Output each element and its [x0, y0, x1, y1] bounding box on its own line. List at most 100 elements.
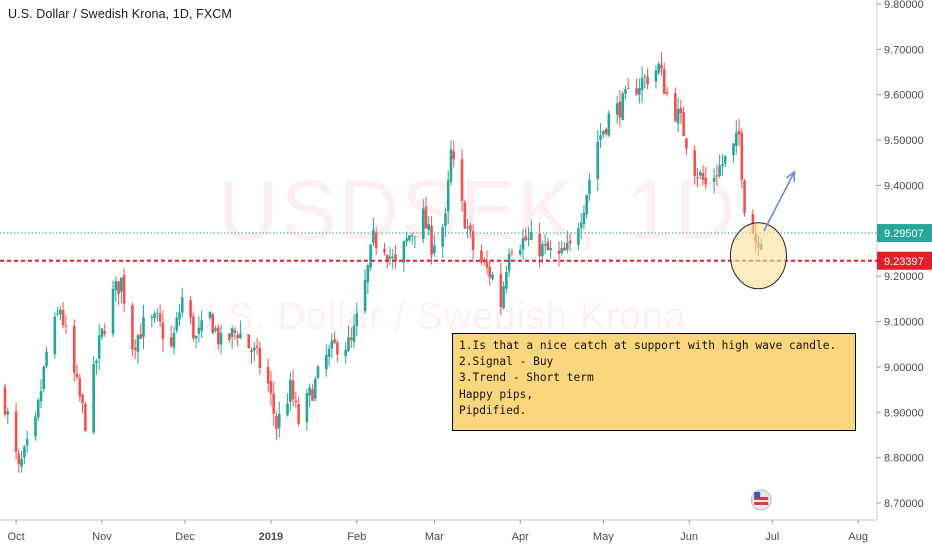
candle-body — [566, 243, 569, 250]
candle-body — [150, 317, 154, 319]
candle-body — [524, 236, 528, 241]
candle-body — [72, 325, 76, 373]
candle-body — [59, 310, 62, 315]
candle-body — [463, 202, 467, 229]
candle-body — [316, 366, 320, 378]
candle-body — [723, 155, 727, 164]
candle-body — [233, 330, 237, 333]
note-line-5: Happy pips, — [459, 387, 534, 401]
candle-body — [97, 335, 101, 359]
candle-body — [161, 322, 165, 340]
candle-body — [662, 69, 666, 95]
candle-body — [236, 334, 239, 339]
candle-body — [14, 411, 18, 452]
candle-body — [3, 387, 7, 415]
y-tick-label: 9.40000 — [884, 180, 924, 192]
candle-body — [6, 411, 10, 415]
candle-body — [654, 70, 658, 82]
last-price-label: 9.29507 — [884, 228, 924, 240]
candle-body — [529, 232, 533, 240]
candle-body — [563, 247, 566, 251]
candle-body — [228, 333, 231, 340]
candle-body — [712, 177, 716, 182]
x-tick-label: Feb — [347, 531, 366, 543]
candle-body — [449, 149, 453, 182]
candle-body — [433, 245, 436, 254]
candle-body — [469, 225, 472, 231]
candle-body — [200, 320, 203, 331]
candle-body — [219, 333, 223, 345]
support-highlight-circle — [729, 222, 787, 290]
trade-note[interactable]: 1.Is that a nice catch at support with h… — [452, 333, 856, 431]
candle-body — [84, 403, 87, 431]
note-line-2: 2.Signal - Buy — [459, 355, 554, 369]
candle-body — [444, 213, 447, 227]
chart-title: U.S. Dollar / Swedish Krona, 1D, FXCM — [8, 7, 232, 21]
candle-body — [646, 77, 649, 85]
candle-body — [588, 179, 591, 195]
candle-body — [230, 328, 234, 338]
candle-body — [369, 244, 372, 268]
candle-body — [480, 250, 483, 263]
candle-body — [117, 281, 120, 294]
candle-body — [410, 235, 414, 237]
candle-body — [269, 381, 273, 394]
candle-body — [39, 391, 43, 402]
candle-body — [344, 349, 348, 357]
y-tick-label: 9.60000 — [884, 90, 924, 102]
candle-body — [95, 360, 98, 364]
candle-body — [527, 238, 530, 240]
candle-body — [491, 274, 494, 280]
x-tick-label: Nov — [92, 531, 112, 543]
candle-body — [385, 255, 389, 261]
candle-body — [208, 311, 212, 319]
y-tick-label: 9.70000 — [884, 44, 924, 56]
candle-body — [560, 247, 564, 253]
candle-body — [277, 413, 281, 428]
candle-body — [488, 267, 492, 278]
candle-body — [45, 351, 48, 367]
x-tick-label: Oct — [8, 531, 25, 543]
candle-body — [394, 254, 397, 261]
candle-body — [676, 108, 680, 124]
candle-body — [136, 335, 140, 353]
candle-body — [693, 150, 697, 176]
candle-body — [602, 130, 605, 135]
candle-body — [621, 93, 625, 120]
candle-body — [543, 244, 547, 246]
candle-body — [308, 387, 311, 396]
candle-body — [607, 113, 611, 136]
candle-body — [53, 316, 57, 355]
candle-body — [139, 334, 143, 339]
candle-body — [638, 88, 641, 95]
candle-body — [25, 438, 29, 446]
candle-body — [471, 231, 475, 250]
candle-body — [20, 459, 23, 467]
x-tick-label: Apr — [512, 531, 529, 543]
candle-body — [577, 228, 580, 245]
candle-body — [366, 265, 370, 282]
candle-body — [615, 103, 619, 115]
candle-body — [192, 316, 195, 339]
candle-body — [518, 249, 522, 255]
candle-body — [294, 400, 298, 403]
x-tick-label: Mar — [425, 531, 444, 543]
candle-body — [521, 238, 525, 250]
candle-body — [732, 143, 735, 156]
candle-body — [275, 415, 278, 430]
candle-body — [696, 177, 699, 179]
support-price-tag — [877, 251, 932, 270]
support-price-label: 9.23397 — [884, 256, 924, 268]
candle-body — [81, 394, 84, 404]
candle-body — [743, 180, 746, 213]
candle-body — [388, 256, 392, 259]
candle-body — [557, 250, 561, 254]
note-line-3: 3.Trend - Short term — [459, 371, 594, 385]
candle-body — [391, 256, 395, 258]
candle-body — [305, 393, 309, 422]
candle-body — [599, 135, 602, 140]
x-tick-label: Dec — [175, 531, 195, 543]
candle-body — [682, 112, 685, 137]
candle-body — [156, 312, 159, 314]
